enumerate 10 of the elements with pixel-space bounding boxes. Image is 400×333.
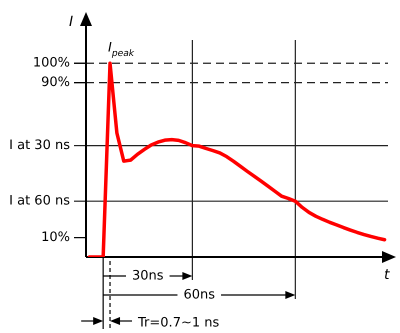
- y-axis-title: I: [69, 14, 74, 30]
- ref-line-label: I at 60 ns: [9, 194, 70, 209]
- ref-line-label: I at 30 ns: [9, 138, 70, 153]
- text: Tr=0.7~1 ns: [137, 315, 220, 330]
- x-axis-title: t: [384, 267, 390, 283]
- y-tick-label: 10%: [41, 230, 70, 245]
- y-tick-label: 100%: [32, 56, 70, 71]
- text: 60ns: [183, 287, 216, 302]
- text: 30ns: [132, 268, 164, 284]
- y-tick-label: 90%: [41, 75, 70, 90]
